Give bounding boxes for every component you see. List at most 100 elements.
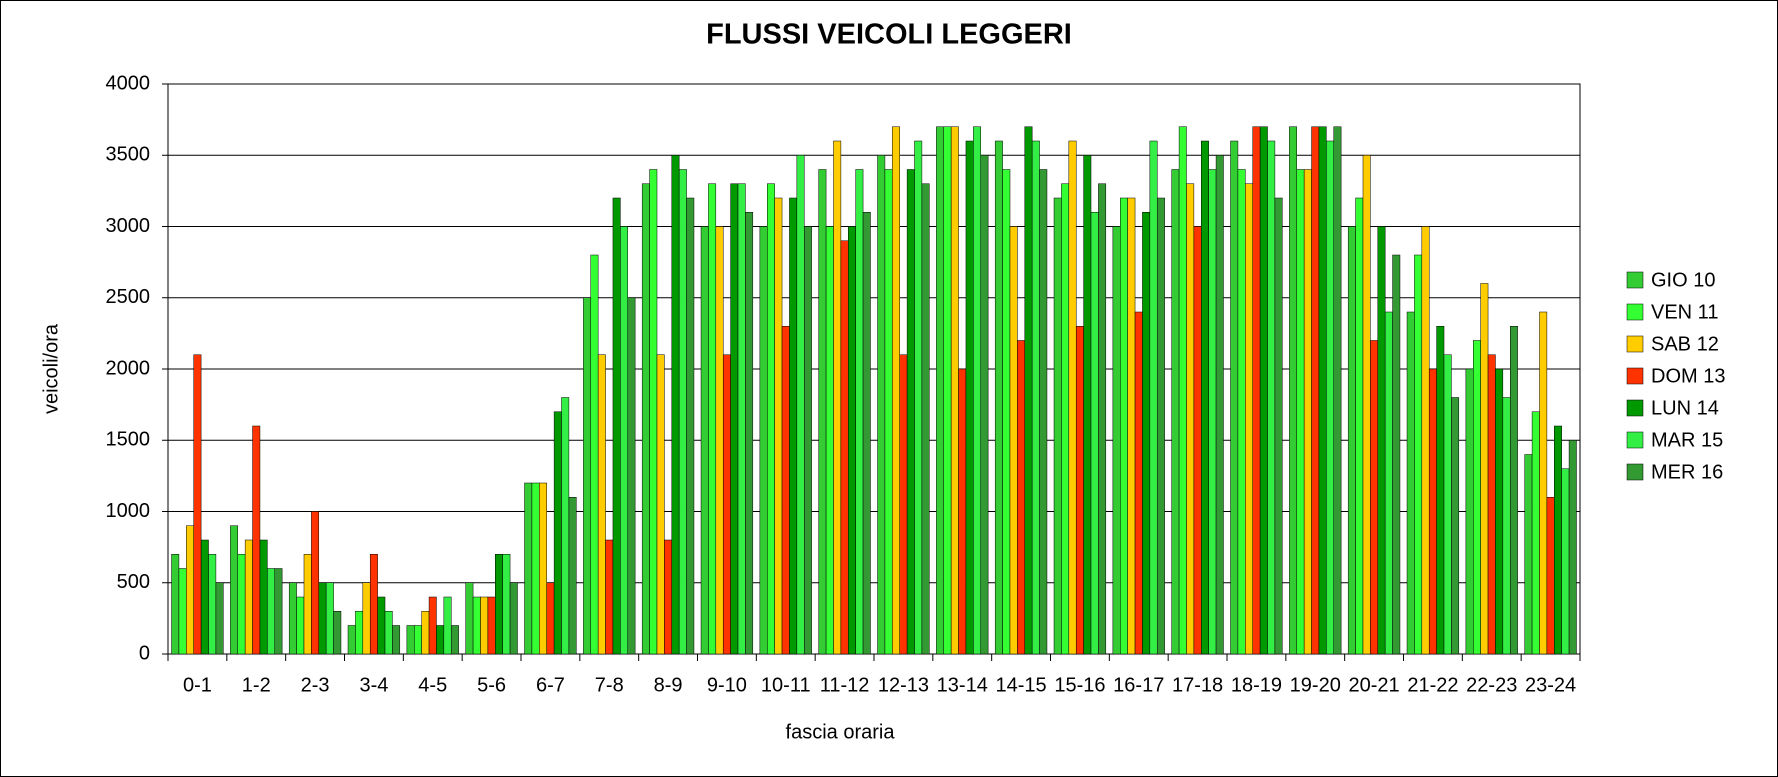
bar xyxy=(487,596,496,655)
bar xyxy=(833,140,842,655)
legend-label: GIO 10 xyxy=(1651,269,1715,291)
x-tick-label: 2-3 xyxy=(301,674,330,696)
bar xyxy=(369,554,378,655)
bar xyxy=(1289,126,1298,655)
bar xyxy=(1156,197,1165,655)
bar xyxy=(708,183,717,655)
bar xyxy=(1237,169,1246,655)
bar xyxy=(605,539,614,655)
bar xyxy=(1554,425,1562,655)
bar xyxy=(781,326,790,655)
bar xyxy=(759,226,768,655)
bar xyxy=(1487,354,1496,655)
bar xyxy=(1267,140,1276,655)
bar xyxy=(1009,226,1018,655)
bar xyxy=(1039,169,1048,655)
bar xyxy=(1546,497,1555,655)
y-tick-label: 500 xyxy=(117,571,150,593)
bar xyxy=(1061,183,1070,655)
x-tick-label: 22-23 xyxy=(1466,674,1517,696)
bar xyxy=(362,582,371,655)
bar xyxy=(1509,326,1518,655)
bar xyxy=(641,183,650,655)
bar xyxy=(1384,311,1393,655)
bar xyxy=(274,568,283,655)
bar xyxy=(311,511,320,655)
bar xyxy=(1274,197,1283,655)
bar xyxy=(553,411,562,655)
y-tick-label: 0 xyxy=(139,642,150,664)
bar xyxy=(722,354,731,655)
bar xyxy=(303,554,312,655)
bar xyxy=(914,140,923,655)
bar xyxy=(774,197,783,655)
bar xyxy=(259,539,268,655)
bar xyxy=(1068,140,1077,655)
bar xyxy=(1245,183,1253,655)
x-tick-label: 8-9 xyxy=(654,674,683,696)
bar xyxy=(1259,126,1268,655)
bar xyxy=(1178,126,1187,655)
bar xyxy=(730,183,739,655)
bar xyxy=(1473,340,1481,655)
x-tick-label: 18-19 xyxy=(1231,674,1282,696)
bar xyxy=(347,625,356,655)
bar xyxy=(825,226,834,655)
bar xyxy=(1296,169,1305,655)
bar xyxy=(568,497,577,655)
bar xyxy=(1171,169,1180,655)
bar xyxy=(384,611,393,655)
bar xyxy=(1377,226,1386,655)
y-tick-label: 2500 xyxy=(106,286,151,308)
bar xyxy=(1149,140,1158,655)
bar xyxy=(583,297,592,655)
legend-label: MAR 15 xyxy=(1651,429,1723,451)
x-tick-label: 13-14 xyxy=(937,674,988,696)
legend-swatch xyxy=(1626,367,1644,385)
bar xyxy=(1017,340,1026,655)
bar xyxy=(215,582,224,655)
bar xyxy=(1098,183,1107,655)
bar xyxy=(465,582,474,655)
legend-label: VEN 11 xyxy=(1651,301,1718,323)
bar xyxy=(855,169,864,655)
bar xyxy=(1421,226,1430,655)
bar xyxy=(1428,368,1437,655)
bar xyxy=(789,197,798,655)
x-tick-label: 14-15 xyxy=(996,674,1047,696)
bar xyxy=(1215,155,1224,655)
y-tick-label: 3500 xyxy=(106,144,151,166)
bar xyxy=(1127,197,1136,655)
bar xyxy=(877,155,886,655)
bar xyxy=(1053,197,1062,655)
bar xyxy=(355,611,364,655)
bar xyxy=(200,539,209,655)
legend-swatch xyxy=(1626,463,1644,481)
bar xyxy=(1230,140,1239,655)
bar xyxy=(414,625,422,655)
bar xyxy=(745,212,754,655)
bar xyxy=(994,140,1003,655)
bar xyxy=(803,226,812,655)
x-tick-label: 4-5 xyxy=(418,674,447,696)
bar xyxy=(428,596,437,655)
bar xyxy=(796,155,805,655)
bar xyxy=(1406,311,1415,655)
bar xyxy=(899,354,908,655)
bar xyxy=(892,126,900,655)
bar xyxy=(1303,169,1312,655)
bar xyxy=(267,568,275,655)
x-tick-label: 10-11 xyxy=(761,674,811,696)
bar xyxy=(1083,155,1092,655)
bar xyxy=(1502,397,1511,655)
bar xyxy=(1347,226,1356,655)
bar xyxy=(818,169,827,655)
bar xyxy=(973,126,981,655)
bar xyxy=(862,212,871,655)
bar xyxy=(193,354,202,655)
bar xyxy=(524,482,533,655)
bar xyxy=(561,397,570,655)
bar xyxy=(1075,326,1084,655)
bar xyxy=(509,582,518,655)
x-tick-label: 1-2 xyxy=(242,674,271,696)
